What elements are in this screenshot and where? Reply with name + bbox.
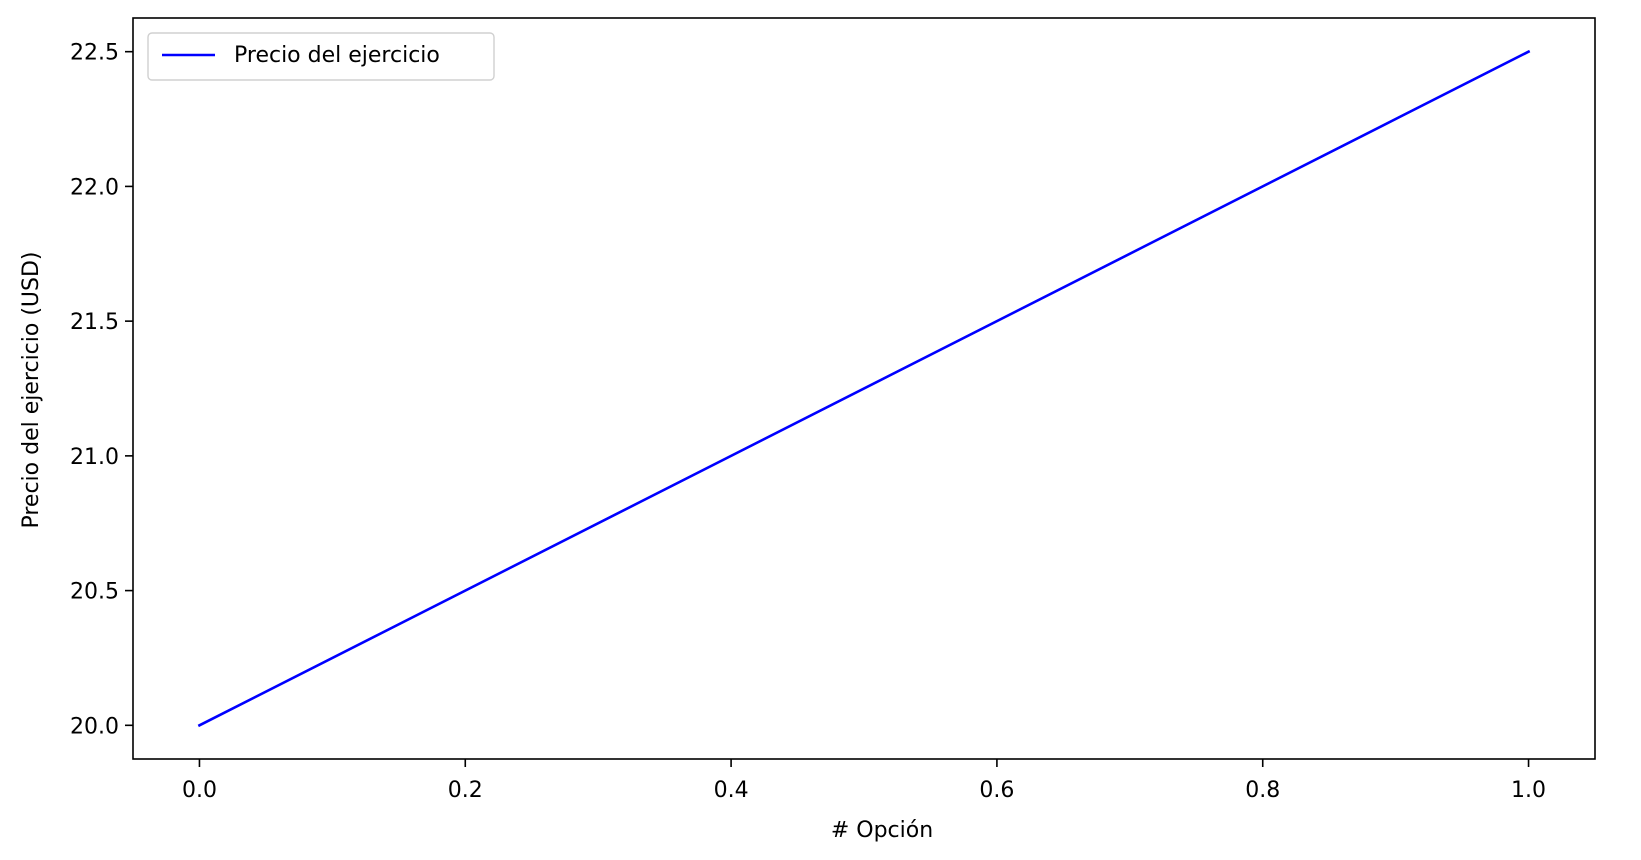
x-tick-label: 0.0 [182, 778, 217, 803]
x-axis-label: # Opción [831, 818, 933, 843]
y-tick-label: 21.0 [70, 445, 119, 470]
legend: Precio del ejercicio [147, 32, 495, 81]
y-tick-label: 22.5 [70, 41, 119, 66]
legend-box [147, 32, 495, 81]
y-tick-label: 21.5 [70, 310, 119, 335]
x-tick-label: 0.2 [448, 778, 483, 803]
series-lines [197, 49, 1531, 728]
x-axis-ticks: 0.0 0.2 0.4 0.6 0.8 1.0 [182, 759, 1546, 803]
y-tick-label: 20.0 [70, 714, 119, 739]
x-tick-label: 0.4 [714, 778, 749, 803]
legend-label-precio-del-ejercicio: Precio del ejercicio [234, 43, 440, 68]
x-tick-label: 0.6 [979, 778, 1014, 803]
y-tick-label: 20.5 [70, 580, 119, 605]
x-tick-label: 1.0 [1511, 778, 1546, 803]
y-axis-label: Precio del ejercicio (USD) [19, 251, 44, 528]
x-tick-label: 0.8 [1245, 778, 1280, 803]
y-tick-label: 22.0 [70, 175, 119, 200]
y-axis-ticks: 20.0 20.5 21.0 21.5 22.0 22.5 [70, 41, 133, 739]
series-line-precio-del-ejercicio [197, 49, 1531, 728]
